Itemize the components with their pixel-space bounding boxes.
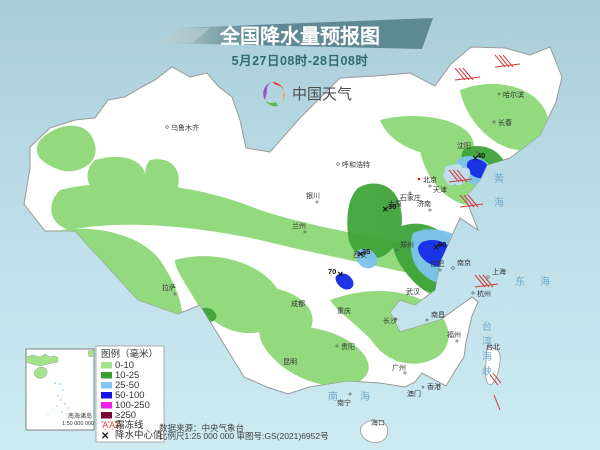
svg-text:90: 90 [438,240,446,249]
svg-text:30: 30 [388,202,396,211]
svg-text:黄: 黄 [494,172,504,185]
svg-text:比例尺1:25 000 000 审图号:GS(2021)6: 比例尺1:25 000 000 审图号:GS(2021)6952号 [159,431,329,441]
svg-text:香港: 香港 [427,382,441,391]
svg-text:天津: 天津 [433,186,447,194]
svg-text:昆明: 昆明 [283,358,297,366]
svg-text:海口: 海口 [371,418,385,427]
svg-text:呼和浩特: 呼和浩特 [342,160,370,169]
svg-text:湾: 湾 [482,335,492,348]
svg-text:南海诸岛: 南海诸岛 [68,412,92,420]
svg-text:长春: 长春 [498,118,512,127]
svg-text:济南: 济南 [417,199,431,208]
svg-text:✕: ✕ [101,431,109,442]
svg-text:南宁: 南宁 [337,398,351,407]
svg-text:成都: 成都 [291,299,305,308]
svg-text:台: 台 [482,320,492,333]
svg-text:全国降水量预报图: 全国降水量预报图 [219,24,380,48]
svg-text:图例（毫米）: 图例（毫米） [101,348,158,360]
svg-text:郑州: 郑州 [400,241,414,249]
svg-text:北京: 北京 [423,175,437,184]
svg-text:上海: 上海 [492,267,506,276]
svg-text:✕: ✕ [337,270,344,279]
svg-text:贵阳: 贵阳 [341,342,355,351]
svg-text:哈尔滨: 哈尔滨 [503,90,524,99]
svg-text:长沙: 长沙 [383,316,397,325]
svg-text:35: 35 [362,247,370,256]
svg-text:杭州: 杭州 [477,289,491,298]
svg-text:武汉: 武汉 [406,287,420,296]
svg-text:广州: 广州 [392,363,406,372]
svg-text:重庆: 重庆 [337,306,351,315]
svg-text:1:50 000 000: 1:50 000 000 [62,421,94,427]
svg-text:海: 海 [494,196,504,209]
svg-text:中国天气: 中国天气 [292,86,352,103]
svg-text:东: 东 [515,275,525,288]
svg-text:福州: 福州 [447,330,461,339]
svg-text:海: 海 [360,390,370,403]
svg-text:70: 70 [328,267,336,276]
svg-text:南京: 南京 [457,258,471,267]
svg-text:南: 南 [328,390,338,403]
svg-text:合肥: 合肥 [430,259,444,268]
svg-text:银川: 银川 [306,191,320,200]
svg-text:海: 海 [482,350,492,363]
svg-text:海: 海 [540,275,550,288]
svg-text:南昌: 南昌 [431,310,445,319]
svg-text:40: 40 [477,151,485,160]
svg-text:乌鲁木齐: 乌鲁木齐 [171,123,199,132]
svg-text:沈阳: 沈阳 [457,141,471,150]
svg-text:澳门: 澳门 [407,389,421,398]
svg-text:降水中心值: 降水中心值 [115,429,163,441]
svg-text:拉萨: 拉萨 [162,283,176,292]
svg-text:兰州: 兰州 [292,221,306,230]
